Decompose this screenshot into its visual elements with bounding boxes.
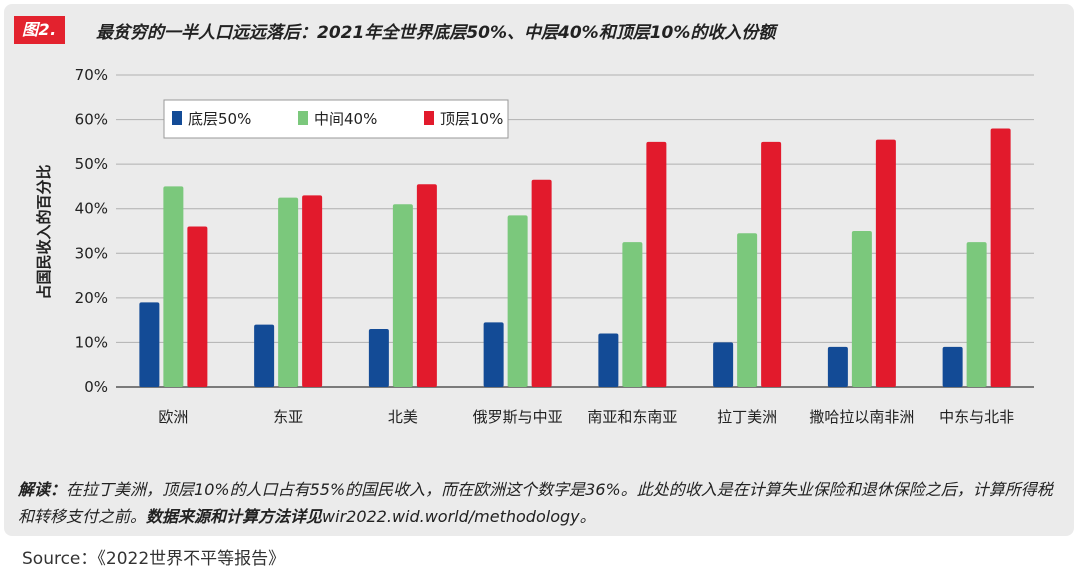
chart-note: 解读：在拉丁美洲，顶层10%的人口占有55%的国民收入，而在欧洲这个数字是36%… <box>18 476 1058 530</box>
bar <box>646 141 667 387</box>
bar <box>622 242 643 387</box>
y-tick-label: 40% <box>75 200 108 218</box>
bar <box>531 179 552 387</box>
bar <box>875 139 896 387</box>
bar <box>368 329 389 387</box>
figure-number-badge: 图2. <box>14 16 65 44</box>
y-tick-label: 60% <box>75 111 108 129</box>
y-tick-label: 20% <box>75 289 108 307</box>
bar <box>163 186 184 387</box>
bar <box>139 302 160 387</box>
bar <box>761 141 782 387</box>
bar <box>737 233 758 387</box>
figure-title: 最贫穷的一半人口远远落后：2021年全世界底层50%、中层40%和顶层10%的收… <box>96 23 776 43</box>
bar <box>598 333 619 387</box>
legend: 底层50% 中间40% 顶层10% <box>163 99 509 139</box>
legend-label: 顶层10% <box>440 110 503 128</box>
x-category-label: 撒哈拉以南非洲 <box>809 408 914 426</box>
bar-chart: 0% 10% 20% 30% 40% 50% 60% 70% 占国民收入的百分比 欧洲 东亚 北美… <box>35 66 1034 426</box>
x-axis-categories: 欧洲 东亚 北美 俄罗斯与中亚 南亚和东南亚 拉丁美洲 撒哈拉以南非洲 中东与北非 <box>158 408 1014 426</box>
note-emphasis: 数据来源和计算方法详见 <box>146 507 323 526</box>
note-url: wir2022.wid.world/methodology。 <box>322 507 596 526</box>
legend-swatch <box>424 111 434 125</box>
y-tick-label: 50% <box>75 155 108 173</box>
y-axis-label: 占国民收入的百分比 <box>35 164 53 299</box>
bars <box>139 128 1011 387</box>
legend-swatch <box>172 111 182 125</box>
note-text: 在拉丁美洲，顶层10%的人口占有55%的国民收入，而在欧洲这个数字是36%。此处… <box>18 480 1053 526</box>
x-category-label: 东亚 <box>273 408 303 426</box>
x-category-label: 俄罗斯与中亚 <box>473 408 563 426</box>
bar <box>483 322 504 387</box>
bar <box>302 195 323 387</box>
bar <box>187 226 208 387</box>
x-category-label: 南亚和东南亚 <box>587 408 677 426</box>
y-tick-label: 30% <box>75 244 108 262</box>
source-line: Source：《2022世界不平等报告》 <box>22 549 286 569</box>
legend-box <box>163 99 509 139</box>
legend-items: 底层50% 中间40% 顶层10% <box>172 110 503 128</box>
y-axis-ticks: 0% 10% 20% 30% 40% 50% 60% 70% <box>75 66 108 396</box>
x-category-label: 欧洲 <box>158 408 188 426</box>
bar <box>416 184 437 387</box>
x-category-label: 北美 <box>388 408 418 426</box>
note-lead: 解读： <box>18 480 67 499</box>
bar <box>713 342 734 387</box>
y-tick-label: 0% <box>84 378 108 396</box>
x-category-label: 拉丁美洲 <box>717 408 777 426</box>
bar <box>942 346 963 387</box>
legend-label: 底层50% <box>188 110 251 128</box>
bar <box>507 215 528 387</box>
bar <box>392 204 413 387</box>
x-category-label: 中东与北非 <box>939 408 1014 426</box>
bar <box>851 231 872 387</box>
bar <box>827 346 848 387</box>
bar <box>990 128 1011 387</box>
legend-swatch <box>298 111 308 125</box>
legend-label: 中间40% <box>314 110 377 128</box>
y-tick-label: 10% <box>75 333 108 351</box>
bar <box>278 197 299 387</box>
y-tick-label: 70% <box>75 66 108 84</box>
bar <box>254 324 275 387</box>
bar <box>966 242 987 387</box>
